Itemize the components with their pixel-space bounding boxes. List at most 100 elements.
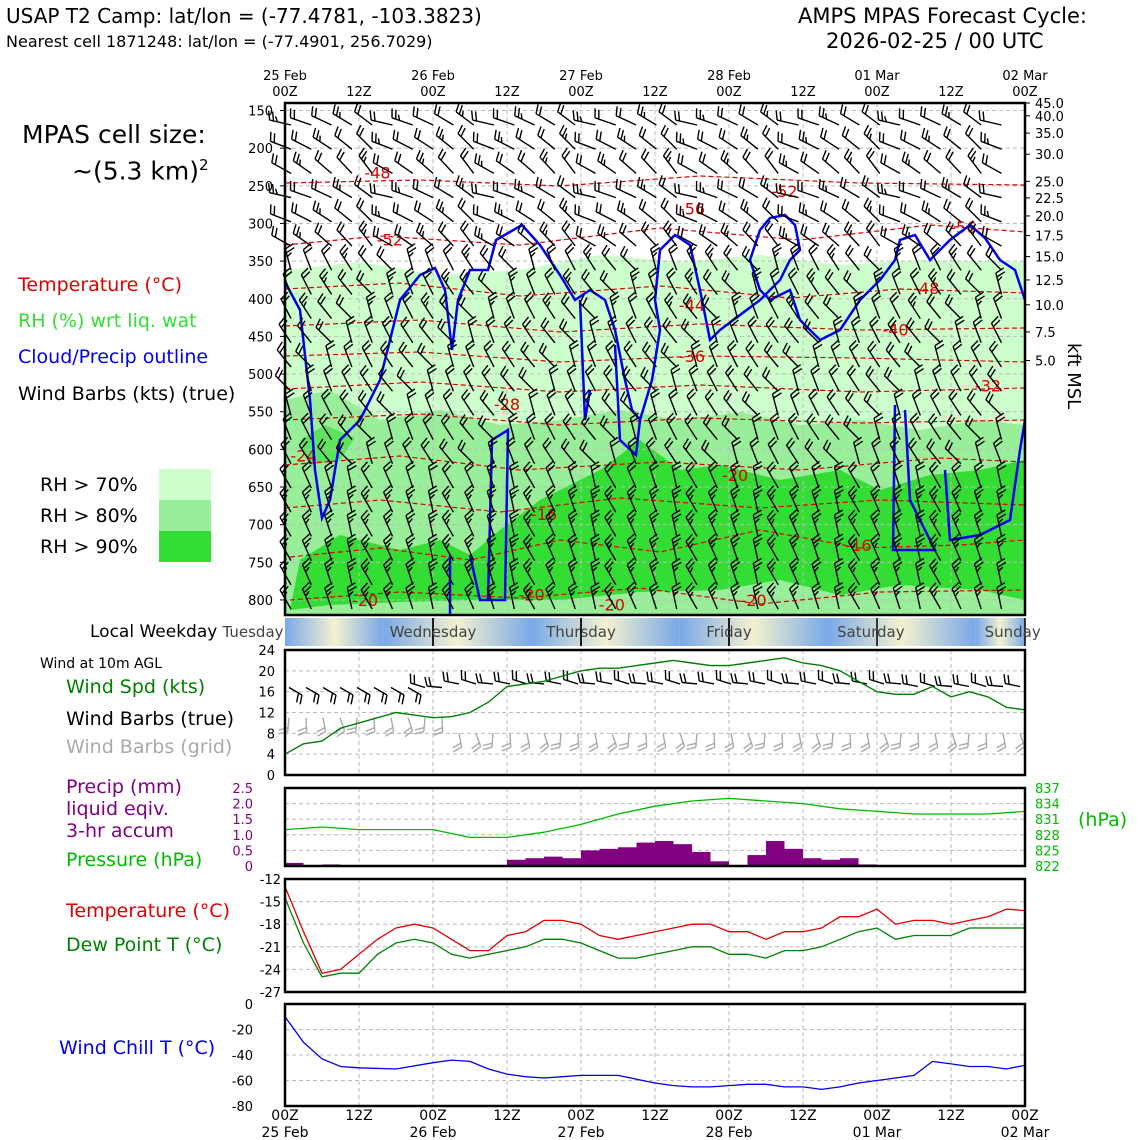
weekday-label: Saturday xyxy=(837,623,905,641)
surface-wind-barb-true xyxy=(460,669,477,685)
precip-bar xyxy=(784,848,803,866)
wind-tick-label: 20 xyxy=(258,665,275,680)
wind-barb xyxy=(742,221,759,247)
temperature-contour xyxy=(284,224,1026,246)
wind-barb xyxy=(324,581,335,610)
wind-barb xyxy=(415,149,434,174)
wind-barb xyxy=(567,557,578,586)
surface-wind-barb-true xyxy=(952,674,970,688)
wind-barb xyxy=(752,509,763,537)
wind-barb xyxy=(706,364,718,392)
surface-wind-barb-grid xyxy=(754,733,766,751)
surface-wind-barb-true xyxy=(407,686,422,705)
wind-barb xyxy=(841,198,860,223)
surface-wind-barb-true xyxy=(339,686,354,705)
temperature-contour-label: -36 xyxy=(679,347,705,366)
temp-panel-frame xyxy=(283,877,1027,994)
wind-barb xyxy=(495,224,515,247)
wind-barb xyxy=(822,439,840,465)
wind-barb xyxy=(870,581,881,610)
wind-barb xyxy=(604,582,617,610)
wind-panel-frame xyxy=(283,648,1027,777)
top-hour-label: 12Z xyxy=(938,85,964,100)
legend-precip1: Precip (mm) xyxy=(66,776,182,798)
wind-barb xyxy=(643,316,657,344)
wind-barb xyxy=(376,391,393,416)
wind-barb xyxy=(751,267,762,295)
wind-barb xyxy=(461,243,475,271)
wind-barb xyxy=(923,149,942,174)
wind-barb xyxy=(526,267,536,295)
wind-barb xyxy=(544,412,556,440)
windchill-tick-label: -60 xyxy=(232,1075,253,1090)
wind-barb xyxy=(439,438,454,465)
surface-wind-barb-true xyxy=(305,686,320,705)
wind-barb xyxy=(695,108,718,126)
wind-barb xyxy=(486,533,497,561)
wind-barb xyxy=(405,557,416,586)
wind-barb xyxy=(811,485,822,513)
wind-barb xyxy=(730,581,741,610)
surface-wind-barb-true xyxy=(883,673,902,685)
wind-barb xyxy=(487,291,498,319)
wind-barb xyxy=(464,485,475,513)
wind-barb xyxy=(601,389,617,416)
wind-barb xyxy=(682,293,698,320)
wind-barb xyxy=(324,509,335,537)
precip-tick-label: 1.5 xyxy=(232,813,253,828)
wind-barb xyxy=(304,364,315,392)
wind-barb xyxy=(782,342,799,368)
wind-barb xyxy=(507,267,518,295)
wind-barb xyxy=(743,365,759,392)
wind-barb xyxy=(558,124,576,150)
wind-barb xyxy=(584,364,597,392)
wind-barb xyxy=(647,267,658,295)
pressure-tick-label: 400 xyxy=(248,293,273,308)
wind-barb xyxy=(824,268,840,295)
wind-barb xyxy=(675,131,698,150)
wind-barb xyxy=(962,102,982,126)
wind-barb xyxy=(946,414,962,441)
precip-tick-label: 0.5 xyxy=(232,844,253,859)
temp-tick-label: -12 xyxy=(260,873,281,888)
wind-barb xyxy=(818,178,840,199)
wind-barb xyxy=(590,509,601,537)
wind-barb xyxy=(913,364,924,392)
wind-barb xyxy=(548,364,559,392)
wind-barb xyxy=(599,415,617,441)
wind-barb xyxy=(441,582,455,610)
weekday-label: Sunday xyxy=(985,623,1041,641)
wind-barb xyxy=(383,436,394,465)
wind-barb xyxy=(833,461,844,489)
pressure-tick-label: 750 xyxy=(248,556,273,571)
wind-barb xyxy=(626,581,637,610)
wind-barb xyxy=(951,460,962,489)
wind-barb xyxy=(627,291,638,319)
wind-barb xyxy=(609,291,620,319)
wind-barb xyxy=(812,339,823,368)
wind-barb xyxy=(324,460,335,489)
wind-barb xyxy=(907,437,921,465)
wind-barb xyxy=(320,388,333,416)
top-day-label: 02 Mar xyxy=(1002,69,1048,84)
wind-barb xyxy=(863,197,881,223)
wind-barb xyxy=(323,364,333,392)
weekday-band xyxy=(531,618,680,646)
wind-barb xyxy=(604,509,617,537)
wind-barb xyxy=(853,436,864,464)
wind-barb xyxy=(720,149,739,174)
wind-barb xyxy=(485,315,496,344)
wind-barb xyxy=(723,244,739,271)
wind-barb xyxy=(394,151,414,174)
wind-barb xyxy=(437,318,454,344)
wind-barb xyxy=(941,104,962,126)
surface-wind-barb-true xyxy=(817,669,834,685)
wind-barb xyxy=(928,413,942,440)
wind-barb xyxy=(981,153,1002,175)
wind-barb xyxy=(923,222,942,247)
wind-barb xyxy=(353,175,373,199)
temperature-contour-label: -20 xyxy=(722,466,748,485)
wind-barb xyxy=(833,533,844,561)
wind-barb xyxy=(325,339,336,368)
wind-barb xyxy=(319,268,333,295)
